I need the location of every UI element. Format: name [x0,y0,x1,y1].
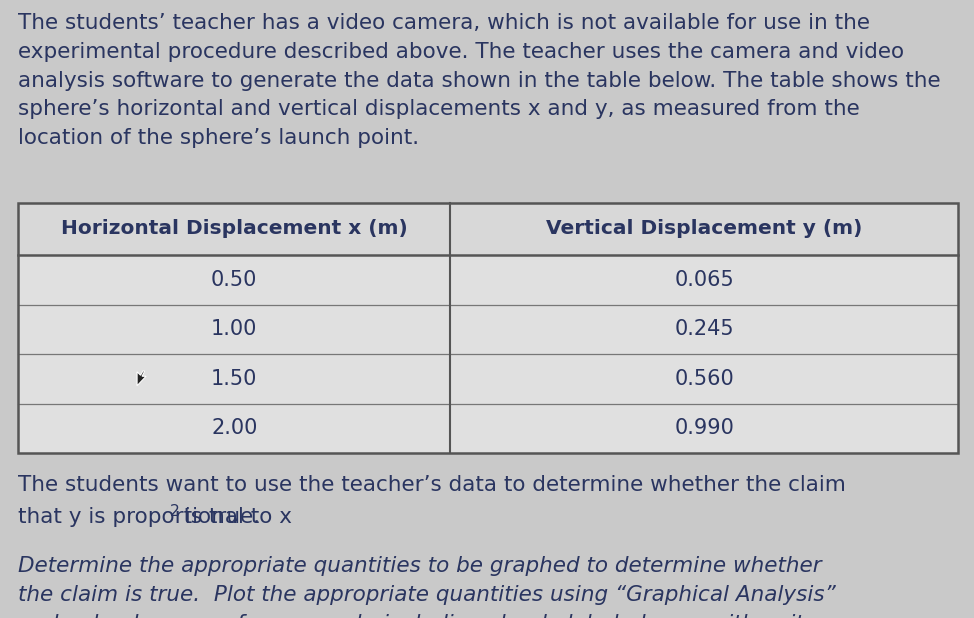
Text: Vertical Displacement y (m): Vertical Displacement y (m) [546,219,862,239]
Text: Horizontal Displacement x (m): Horizontal Displacement x (m) [60,219,407,239]
Bar [18,203,958,453]
Polygon shape [137,371,146,386]
Text: 0.065: 0.065 [674,269,734,290]
Text: 0.50: 0.50 [211,269,257,290]
Text: The students’ teacher has a video camera, which is not available for use in the
: The students’ teacher has a video camera… [18,13,941,148]
Text: that y is proportional to x: that y is proportional to x [18,507,292,527]
Text: 0.990: 0.990 [674,418,734,438]
Text: 2: 2 [169,504,179,519]
Text: 0.560: 0.560 [674,369,734,389]
Text: Determine the appropriate quantities to be graphed to determine whether
the clai: Determine the appropriate quantities to … [18,556,836,618]
Text: 1.00: 1.00 [211,320,257,339]
Text: 0.245: 0.245 [674,320,734,339]
Bar [18,203,958,453]
Text: is true.: is true. [177,507,260,527]
Text: 1.50: 1.50 [211,369,257,389]
Bar [18,203,958,255]
Text: 2.00: 2.00 [211,418,257,438]
Text: The students want to use the teacher’s data to determine whether the claim: The students want to use the teacher’s d… [18,475,845,495]
